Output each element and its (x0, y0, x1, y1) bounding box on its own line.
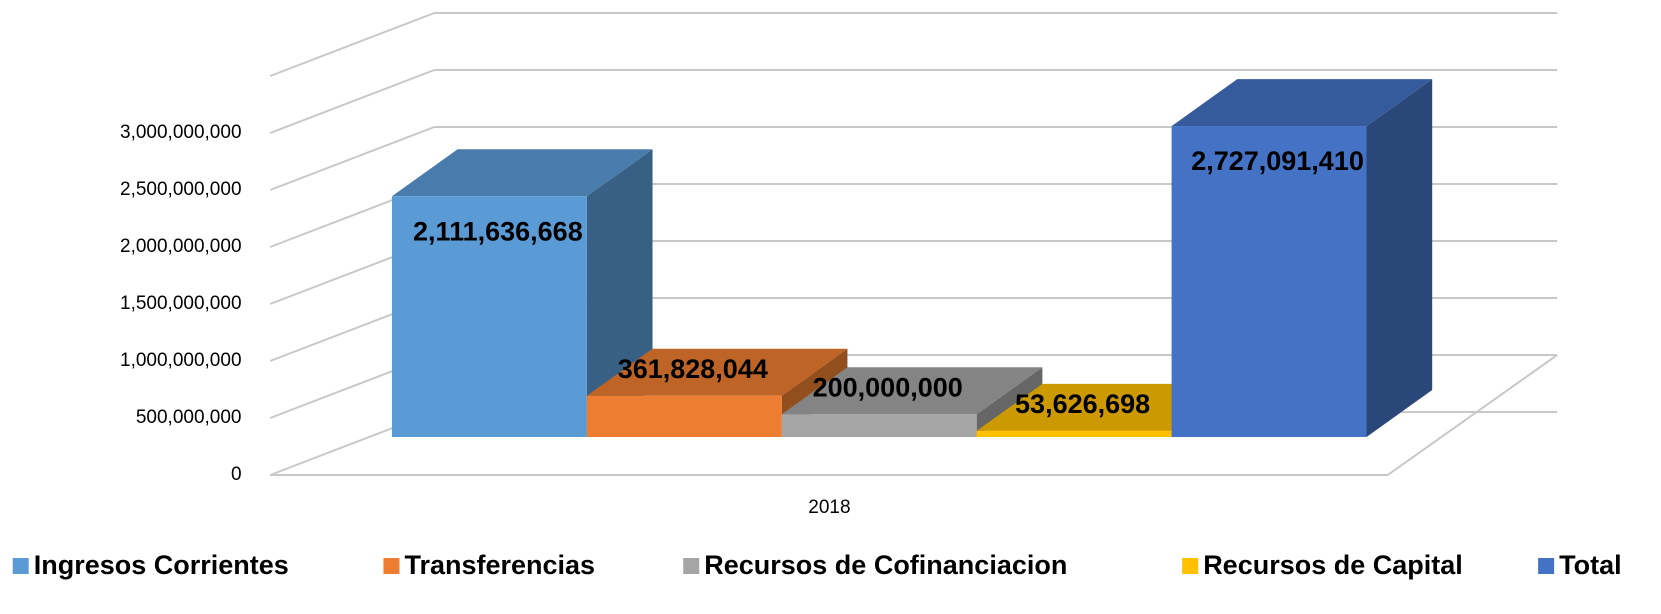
floor-edge (1387, 354, 1558, 476)
y-tick-label: 1,500,000,000 (120, 293, 242, 314)
bar (976, 430, 1172, 437)
data-label: 2,727,091,410 (1191, 146, 1364, 176)
bar-top (391, 149, 653, 197)
y-tick-label: 2,000,000,000 (120, 236, 242, 257)
bar (781, 414, 977, 437)
legend-label: Total (1559, 550, 1622, 580)
legend-label: Recursos de Capital (1203, 550, 1463, 580)
legend-label: Transferencias (404, 550, 595, 580)
bar-top (1171, 79, 1433, 127)
y-tick-label: 1,000,000,000 (120, 350, 242, 371)
grid-line (269, 12, 435, 77)
y-tick-label: 0 (231, 464, 242, 485)
legend-swatch (1182, 558, 1199, 574)
legend-label: Ingresos Corrientes (34, 550, 289, 580)
y-tick-label: 500,000,000 (136, 407, 242, 428)
grid-line (269, 69, 435, 134)
legend-swatch (12, 558, 29, 574)
data-label: 2,111,636,668 (413, 216, 583, 246)
bar (586, 395, 782, 437)
legend-swatch (683, 558, 700, 574)
data-label: 361,828,044 (618, 354, 768, 384)
x-tick-label: 2018 (808, 497, 850, 518)
legend-label: Recursos de Cofinanciacion (704, 550, 1067, 580)
legend-swatch (383, 558, 400, 574)
bar (1171, 126, 1367, 438)
y-tick-label: 3,000,000,000 (120, 122, 242, 143)
bar-top (781, 367, 1043, 415)
y-tick-label: 2,500,000,000 (120, 179, 242, 200)
legend-swatch (1538, 558, 1555, 574)
bar-side (1366, 79, 1433, 438)
bar (391, 196, 587, 437)
data-label: 200,000,000 (813, 372, 963, 402)
grid-line (269, 126, 435, 191)
bar-top (586, 348, 848, 396)
data-label: 53,626,698 (1015, 389, 1150, 419)
